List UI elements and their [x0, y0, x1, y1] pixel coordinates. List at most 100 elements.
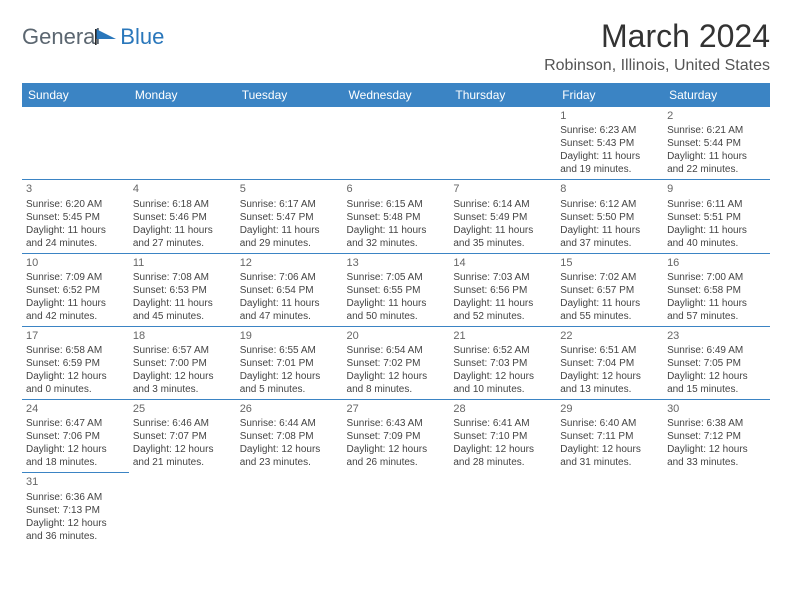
- calendar-empty: [343, 107, 450, 180]
- sunset-line: Sunset: 6:56 PM: [453, 284, 552, 297]
- sunset-line: Sunset: 5:47 PM: [240, 211, 339, 224]
- calendar-day: 16Sunrise: 7:00 AMSunset: 6:58 PMDayligh…: [663, 253, 770, 326]
- day-number: 30: [667, 402, 766, 416]
- sunrise-line: Sunrise: 6:17 AM: [240, 198, 339, 211]
- sunrise-line: Sunrise: 6:46 AM: [133, 417, 232, 430]
- calendar-day: 26Sunrise: 6:44 AMSunset: 7:08 PMDayligh…: [236, 400, 343, 473]
- daylight-line: Daylight: 11 hours and 24 minutes.: [26, 224, 125, 250]
- daylight-line: Daylight: 11 hours and 22 minutes.: [667, 150, 766, 176]
- calendar-empty: [236, 107, 343, 180]
- calendar-day: 4Sunrise: 6:18 AMSunset: 5:46 PMDaylight…: [129, 180, 236, 253]
- day-header: Wednesday: [343, 83, 450, 107]
- sunrise-line: Sunrise: 6:14 AM: [453, 198, 552, 211]
- sunrise-line: Sunrise: 7:00 AM: [667, 271, 766, 284]
- calendar-week: 24Sunrise: 6:47 AMSunset: 7:06 PMDayligh…: [22, 400, 770, 473]
- sunrise-line: Sunrise: 6:57 AM: [133, 344, 232, 357]
- sunrise-line: Sunrise: 6:41 AM: [453, 417, 552, 430]
- day-number: 7: [453, 182, 552, 196]
- calendar-day: 18Sunrise: 6:57 AMSunset: 7:00 PMDayligh…: [129, 326, 236, 399]
- day-header: Monday: [129, 83, 236, 107]
- sunrise-line: Sunrise: 7:03 AM: [453, 271, 552, 284]
- sunset-line: Sunset: 7:01 PM: [240, 357, 339, 370]
- sunset-line: Sunset: 7:07 PM: [133, 430, 232, 443]
- sunrise-line: Sunrise: 6:44 AM: [240, 417, 339, 430]
- day-number: 17: [26, 329, 125, 343]
- sunrise-line: Sunrise: 6:52 AM: [453, 344, 552, 357]
- day-number: 18: [133, 329, 232, 343]
- sunset-line: Sunset: 7:09 PM: [347, 430, 446, 443]
- sunrise-line: Sunrise: 6:11 AM: [667, 198, 766, 211]
- calendar-day: 24Sunrise: 6:47 AMSunset: 7:06 PMDayligh…: [22, 400, 129, 473]
- calendar-empty: [22, 107, 129, 180]
- calendar-empty: [449, 107, 556, 180]
- daylight-line: Daylight: 12 hours and 26 minutes.: [347, 443, 446, 469]
- sunset-line: Sunset: 6:58 PM: [667, 284, 766, 297]
- sunset-line: Sunset: 7:10 PM: [453, 430, 552, 443]
- daylight-line: Daylight: 11 hours and 27 minutes.: [133, 224, 232, 250]
- sunrise-line: Sunrise: 6:43 AM: [347, 417, 446, 430]
- calendar-day: 22Sunrise: 6:51 AMSunset: 7:04 PMDayligh…: [556, 326, 663, 399]
- calendar-day: 25Sunrise: 6:46 AMSunset: 7:07 PMDayligh…: [129, 400, 236, 473]
- calendar-table: SundayMondayTuesdayWednesdayThursdayFrid…: [22, 83, 770, 546]
- day-number: 8: [560, 182, 659, 196]
- day-number: 10: [26, 256, 125, 270]
- sunrise-line: Sunrise: 6:47 AM: [26, 417, 125, 430]
- calendar-body: 1Sunrise: 6:23 AMSunset: 5:43 PMDaylight…: [22, 107, 770, 546]
- daylight-line: Daylight: 12 hours and 36 minutes.: [26, 517, 125, 543]
- sunset-line: Sunset: 6:57 PM: [560, 284, 659, 297]
- sunset-line: Sunset: 5:49 PM: [453, 211, 552, 224]
- sunset-line: Sunset: 7:13 PM: [26, 504, 125, 517]
- page-header: General Blue March 2024 Robinson, Illino…: [22, 18, 770, 75]
- sunset-line: Sunset: 6:53 PM: [133, 284, 232, 297]
- calendar-empty: [556, 473, 663, 546]
- day-number: 11: [133, 256, 232, 270]
- calendar-day: 15Sunrise: 7:02 AMSunset: 6:57 PMDayligh…: [556, 253, 663, 326]
- sunset-line: Sunset: 7:03 PM: [453, 357, 552, 370]
- day-number: 21: [453, 329, 552, 343]
- calendar-day: 5 Sunrise: 6:17 AMSunset: 5:47 PMDaylight…: [236, 180, 343, 253]
- sunrise-line: Sunrise: 7:08 AM: [133, 271, 232, 284]
- calendar-day: 2Sunrise: 6:21 AMSunset: 5:44 PMDaylight…: [663, 107, 770, 180]
- day-header-row: SundayMondayTuesdayWednesdayThursdayFrid…: [22, 83, 770, 107]
- day-number: 29: [560, 402, 659, 416]
- daylight-line: Daylight: 11 hours and 19 minutes.: [560, 150, 659, 176]
- calendar-day: 23Sunrise: 6:49 AMSunset: 7:05 PMDayligh…: [663, 326, 770, 399]
- daylight-line: Daylight: 11 hours and 29 minutes.: [240, 224, 339, 250]
- calendar-day: 8Sunrise: 6:12 AMSunset: 5:50 PMDaylight…: [556, 180, 663, 253]
- sunrise-line: Sunrise: 6:20 AM: [26, 198, 125, 211]
- day-number: 13: [347, 256, 446, 270]
- sunset-line: Sunset: 7:06 PM: [26, 430, 125, 443]
- calendar-day: 21Sunrise: 6:52 AMSunset: 7:03 PMDayligh…: [449, 326, 556, 399]
- sunset-line: Sunset: 7:12 PM: [667, 430, 766, 443]
- day-number: 2: [667, 109, 766, 123]
- sunrise-line: Sunrise: 6:55 AM: [240, 344, 339, 357]
- calendar-day: 20Sunrise: 6:54 AMSunset: 7:02 PMDayligh…: [343, 326, 450, 399]
- daylight-line: Daylight: 11 hours and 57 minutes.: [667, 297, 766, 323]
- title-block: March 2024 Robinson, Illinois, United St…: [544, 18, 770, 75]
- calendar-day: 13Sunrise: 7:05 AMSunset: 6:55 PMDayligh…: [343, 253, 450, 326]
- daylight-line: Daylight: 11 hours and 37 minutes.: [560, 224, 659, 250]
- sunrise-line: Sunrise: 6:49 AM: [667, 344, 766, 357]
- daylight-line: Daylight: 11 hours and 52 minutes.: [453, 297, 552, 323]
- calendar-week: 1Sunrise: 6:23 AMSunset: 5:43 PMDaylight…: [22, 107, 770, 180]
- calendar-day: 29Sunrise: 6:40 AMSunset: 7:11 PMDayligh…: [556, 400, 663, 473]
- calendar-empty: [663, 473, 770, 546]
- calendar-day: 6Sunrise: 6:15 AMSunset: 5:48 PMDaylight…: [343, 180, 450, 253]
- day-header: Sunday: [22, 83, 129, 107]
- calendar-day: 27Sunrise: 6:43 AMSunset: 7:09 PMDayligh…: [343, 400, 450, 473]
- sunrise-line: Sunrise: 7:09 AM: [26, 271, 125, 284]
- sunset-line: Sunset: 5:44 PM: [667, 137, 766, 150]
- sunrise-line: Sunrise: 6:51 AM: [560, 344, 659, 357]
- flag-icon: [94, 27, 122, 47]
- brand-logo: General Blue: [22, 18, 164, 50]
- daylight-line: Daylight: 12 hours and 0 minutes.: [26, 370, 125, 396]
- calendar-week: 10Sunrise: 7:09 AMSunset: 6:52 PMDayligh…: [22, 253, 770, 326]
- calendar-day: 7Sunrise: 6:14 AMSunset: 5:49 PMDaylight…: [449, 180, 556, 253]
- day-header: Friday: [556, 83, 663, 107]
- day-number: 5: [240, 182, 339, 196]
- daylight-line: Daylight: 12 hours and 23 minutes.: [240, 443, 339, 469]
- day-number: 22: [560, 329, 659, 343]
- calendar-empty: [343, 473, 450, 546]
- calendar-day: 14Sunrise: 7:03 AMSunset: 6:56 PMDayligh…: [449, 253, 556, 326]
- daylight-line: Daylight: 11 hours and 32 minutes.: [347, 224, 446, 250]
